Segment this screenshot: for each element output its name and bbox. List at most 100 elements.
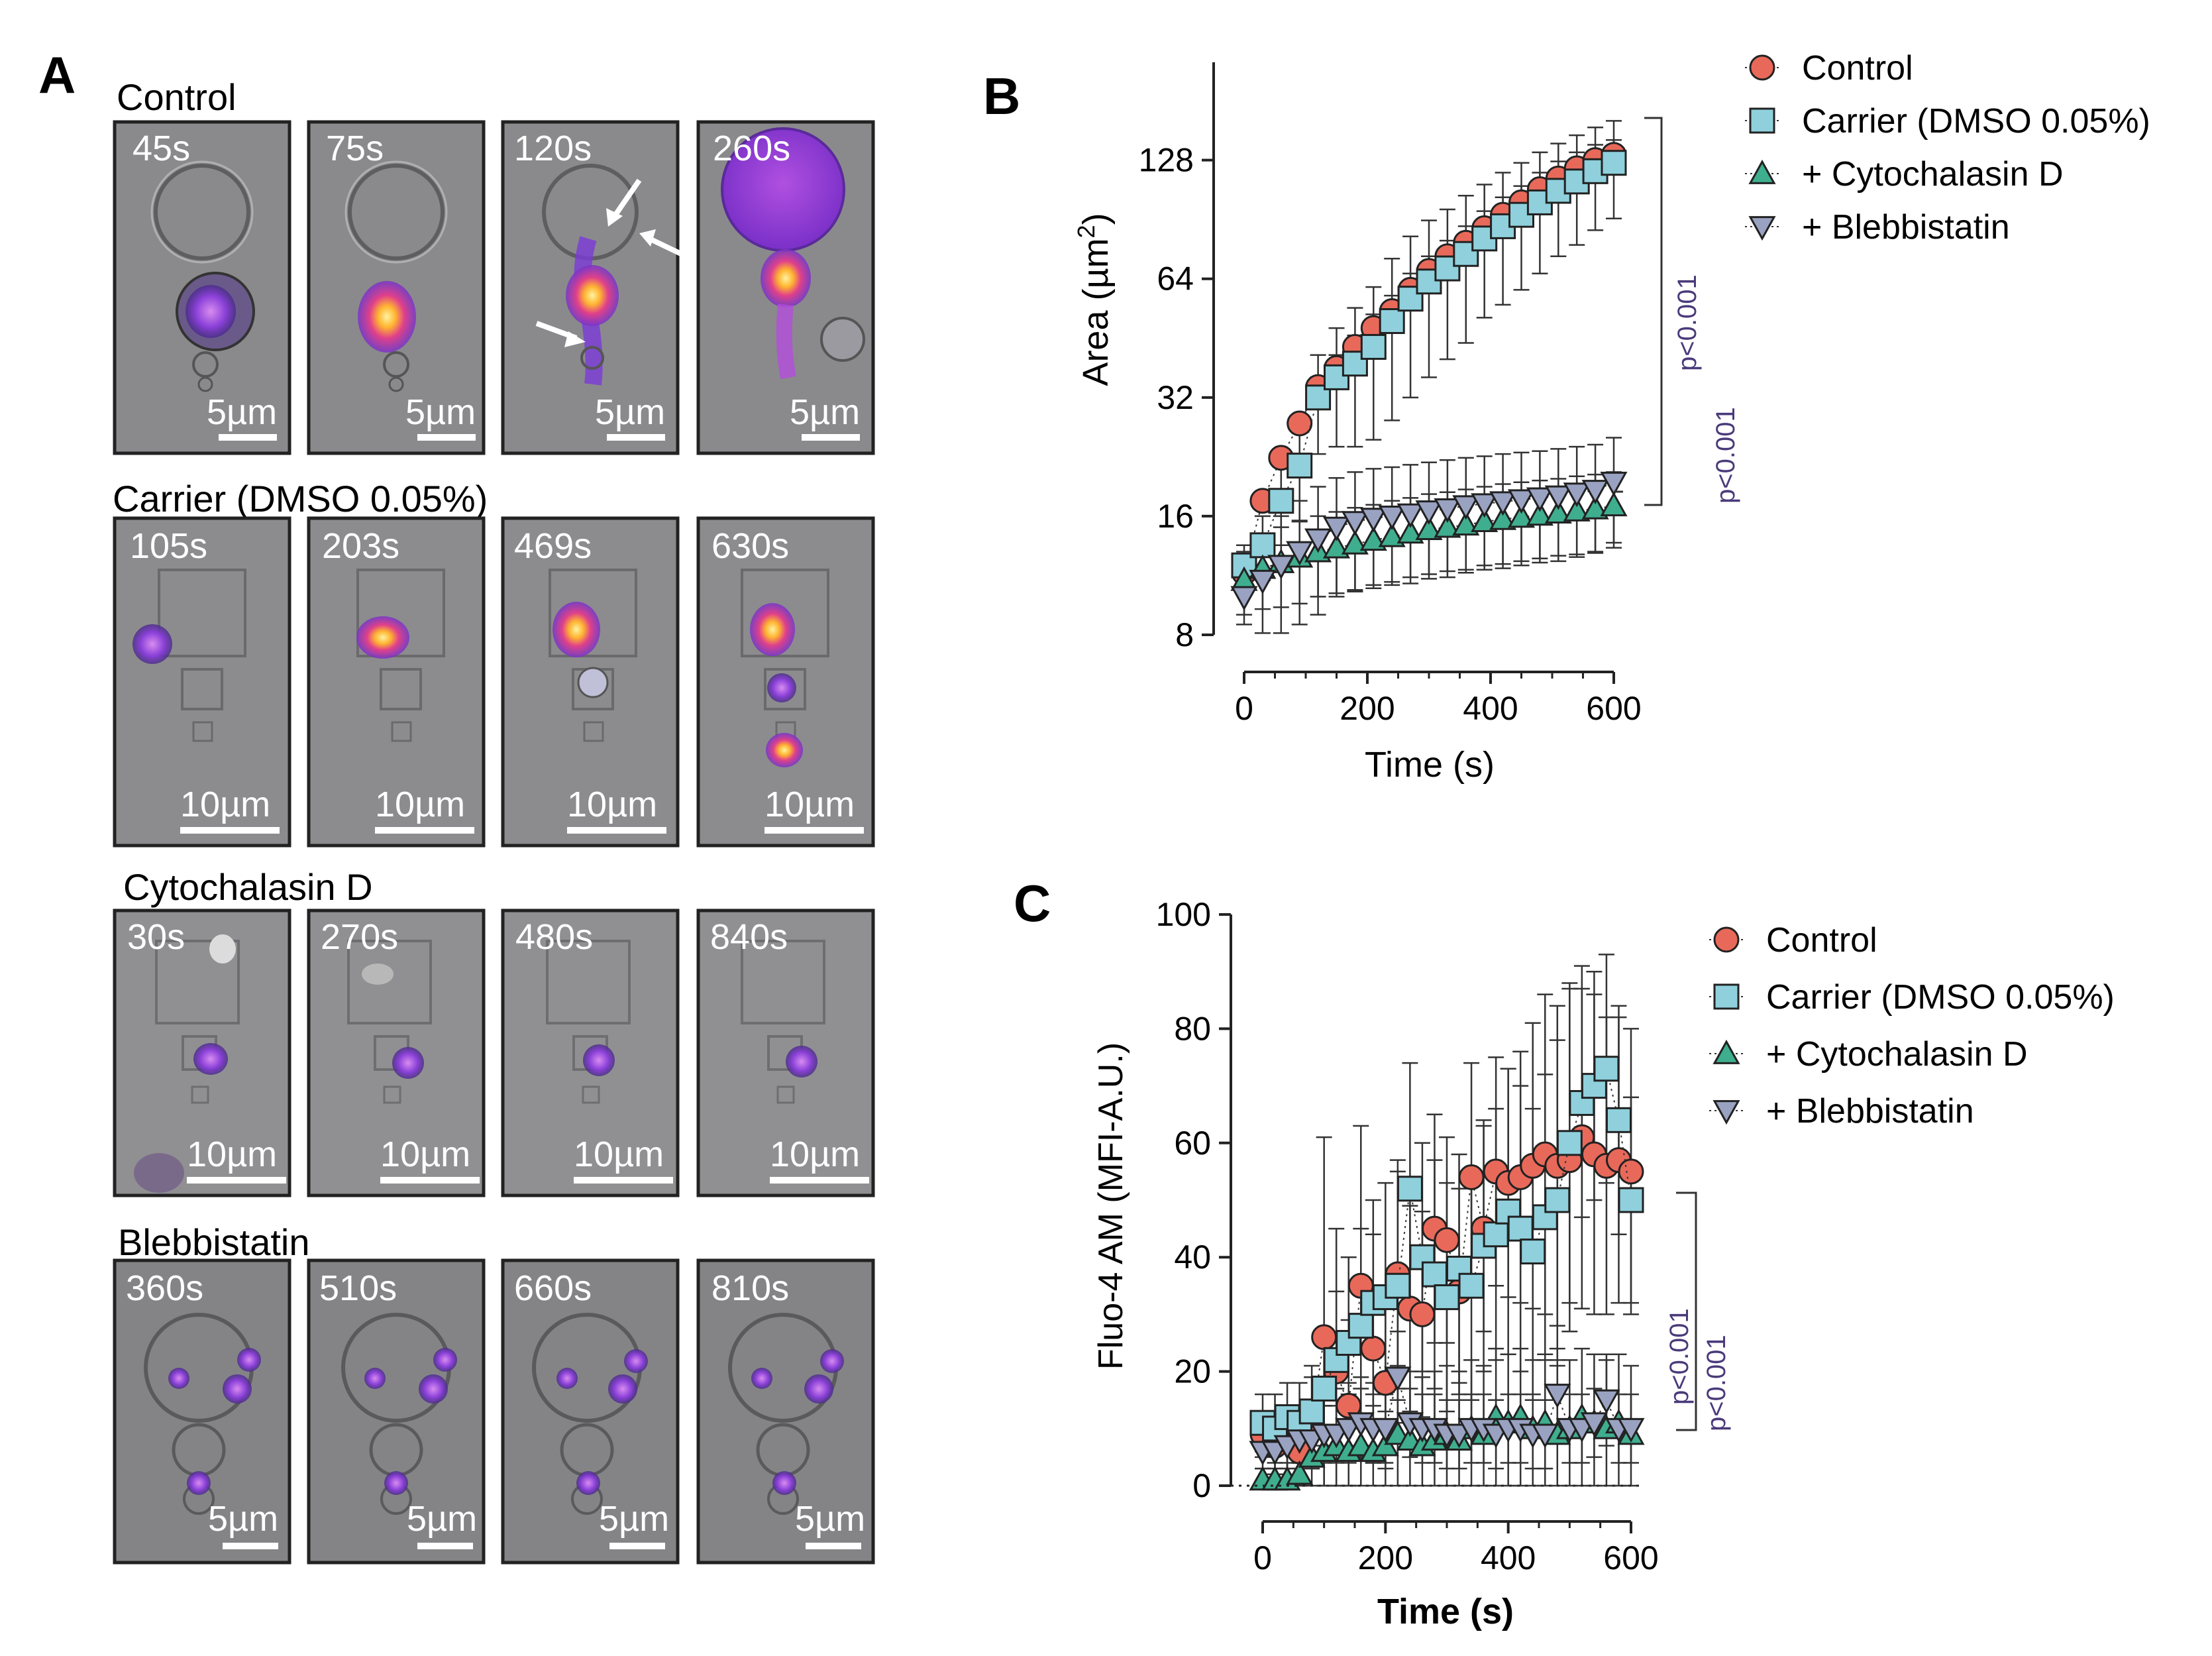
x-tick-label: 600 bbox=[1603, 1539, 1658, 1576]
data-point bbox=[1396, 1176, 1423, 1202]
frame-time: 810s bbox=[711, 1268, 789, 1308]
legend-label: + Blebbistatin bbox=[1766, 1092, 1974, 1131]
frame-time: 203s bbox=[322, 526, 399, 566]
panel-c-letter: C bbox=[1014, 874, 1051, 932]
arrow-icon bbox=[564, 331, 586, 347]
y-tick-label: 64 bbox=[1157, 260, 1194, 298]
data-point bbox=[1434, 513, 1461, 538]
data-point bbox=[1360, 333, 1387, 360]
frame-time: 360s bbox=[126, 1268, 203, 1308]
row-cytochalasin: 30s 10µm 270s 10µm 480s bbox=[113, 909, 875, 1197]
data-point bbox=[1371, 1417, 1399, 1443]
frame-time: 270s bbox=[321, 917, 398, 957]
micrograph-frame: 260s 5µm bbox=[696, 120, 875, 455]
p-value: p<0.001 bbox=[1711, 407, 1740, 504]
data-point bbox=[1526, 501, 1554, 526]
micrograph-frame: 120s 5µm bbox=[501, 120, 684, 455]
legend-label: + Cytochalasin D bbox=[1766, 1035, 2028, 1074]
data-point bbox=[1544, 485, 1572, 510]
data-point bbox=[1434, 255, 1461, 282]
micrograph-frame: 270s 10µm bbox=[307, 909, 486, 1197]
data-point bbox=[1415, 500, 1443, 525]
x-tick-label: 400 bbox=[1463, 690, 1518, 727]
scalebar-label: 10µm bbox=[770, 1134, 860, 1174]
data-point bbox=[1379, 308, 1405, 335]
row-title-cytochalasin: Cytochalasin D bbox=[123, 866, 373, 908]
micrograph-frame: 630s 10µm bbox=[696, 516, 875, 848]
y-tick-label: 0 bbox=[1192, 1467, 1211, 1504]
micrograph-frame: 30s 10µm bbox=[113, 909, 291, 1197]
data-point bbox=[1544, 499, 1572, 524]
data-point bbox=[1421, 1261, 1448, 1288]
data-point bbox=[1322, 516, 1351, 541]
frame-time: 510s bbox=[319, 1268, 397, 1308]
legend: Control Carrier (DMSO 0.05%) + Cytochalasi… bbox=[1709, 921, 2115, 1131]
scalebar-label: 10µm bbox=[187, 1134, 277, 1174]
data-point bbox=[1298, 1398, 1325, 1425]
x-tick-label: 0 bbox=[1235, 690, 1253, 727]
data-point bbox=[1458, 1164, 1485, 1191]
data-point bbox=[1452, 511, 1480, 536]
y-tick-label: 40 bbox=[1174, 1239, 1211, 1276]
y-tick-label: 16 bbox=[1157, 498, 1194, 535]
data-point bbox=[1286, 541, 1314, 566]
row-title-blebbistatin: Blebbistatin bbox=[118, 1221, 310, 1263]
y-tick-label: 32 bbox=[1157, 379, 1194, 416]
frame-time: 840s bbox=[710, 917, 788, 957]
frame-time: 75s bbox=[326, 129, 384, 168]
data-point bbox=[1385, 1272, 1411, 1299]
y-tick-label: 128 bbox=[1139, 142, 1194, 179]
data-point bbox=[1434, 498, 1461, 523]
micrograph-frame: 660s 5µm bbox=[501, 1258, 680, 1565]
frame-time: 120s bbox=[514, 129, 592, 168]
p-value: p<0.001 bbox=[1665, 1308, 1694, 1405]
legend-marker bbox=[1713, 926, 1740, 953]
legend-label: Control bbox=[1802, 49, 1913, 87]
panel-a: A Control Carrier (DMSO 0.05%) Cytochala… bbox=[38, 46, 875, 1565]
y-axis-label: Area (µm2) bbox=[1073, 213, 1116, 386]
frame-time: 260s bbox=[713, 129, 790, 168]
data-point bbox=[1581, 480, 1609, 505]
data-point bbox=[1359, 526, 1387, 551]
data-point bbox=[1593, 1389, 1620, 1414]
data-point bbox=[1544, 1187, 1571, 1213]
data-point bbox=[1601, 150, 1627, 176]
data-point bbox=[1378, 506, 1406, 531]
data-point bbox=[1483, 1221, 1509, 1248]
scalebar-label: 5µm bbox=[208, 1499, 278, 1539]
micrograph-frame: 810s 5µm bbox=[696, 1258, 875, 1565]
data-point bbox=[1230, 586, 1258, 611]
panel-b-letter: B bbox=[983, 67, 1020, 125]
data-point bbox=[1304, 528, 1332, 553]
significance-brackets: p<0.001 p<0.001 bbox=[1614, 117, 1740, 506]
micrograph-frame: 105s 10µm bbox=[113, 516, 291, 848]
data-point bbox=[1600, 471, 1628, 496]
data-point bbox=[1580, 1412, 1608, 1437]
arrow-icon bbox=[639, 229, 656, 247]
data-point bbox=[1409, 1301, 1436, 1327]
p-value: p<0.001 bbox=[1702, 1335, 1731, 1431]
data-point bbox=[1287, 453, 1313, 479]
panel-a-letter: A bbox=[38, 46, 76, 104]
scalebar-label: 5µm bbox=[795, 1499, 865, 1539]
data-point bbox=[1471, 493, 1499, 518]
data-point bbox=[1489, 505, 1517, 530]
x-tick-label: 200 bbox=[1340, 690, 1395, 727]
data-point bbox=[1415, 515, 1443, 540]
data-point bbox=[1286, 1460, 1314, 1485]
data-point bbox=[1563, 496, 1591, 522]
data-point bbox=[1489, 491, 1517, 516]
legend-marker bbox=[1712, 1100, 1740, 1125]
data-point bbox=[1452, 495, 1480, 520]
row-title-carrier: Carrier (DMSO 0.05%) bbox=[113, 478, 488, 520]
data-points bbox=[1230, 142, 1628, 611]
x-tick-label: 200 bbox=[1358, 1539, 1413, 1576]
data-point bbox=[1396, 503, 1424, 528]
data-point bbox=[1360, 1335, 1387, 1362]
frame-time: 45s bbox=[132, 129, 190, 168]
legend-marker bbox=[1713, 983, 1740, 1010]
scalebar-label: 10µm bbox=[574, 1134, 664, 1174]
scalebar-label: 10µm bbox=[567, 785, 657, 824]
data-point bbox=[1322, 533, 1351, 559]
legend-marker bbox=[1712, 1039, 1740, 1064]
